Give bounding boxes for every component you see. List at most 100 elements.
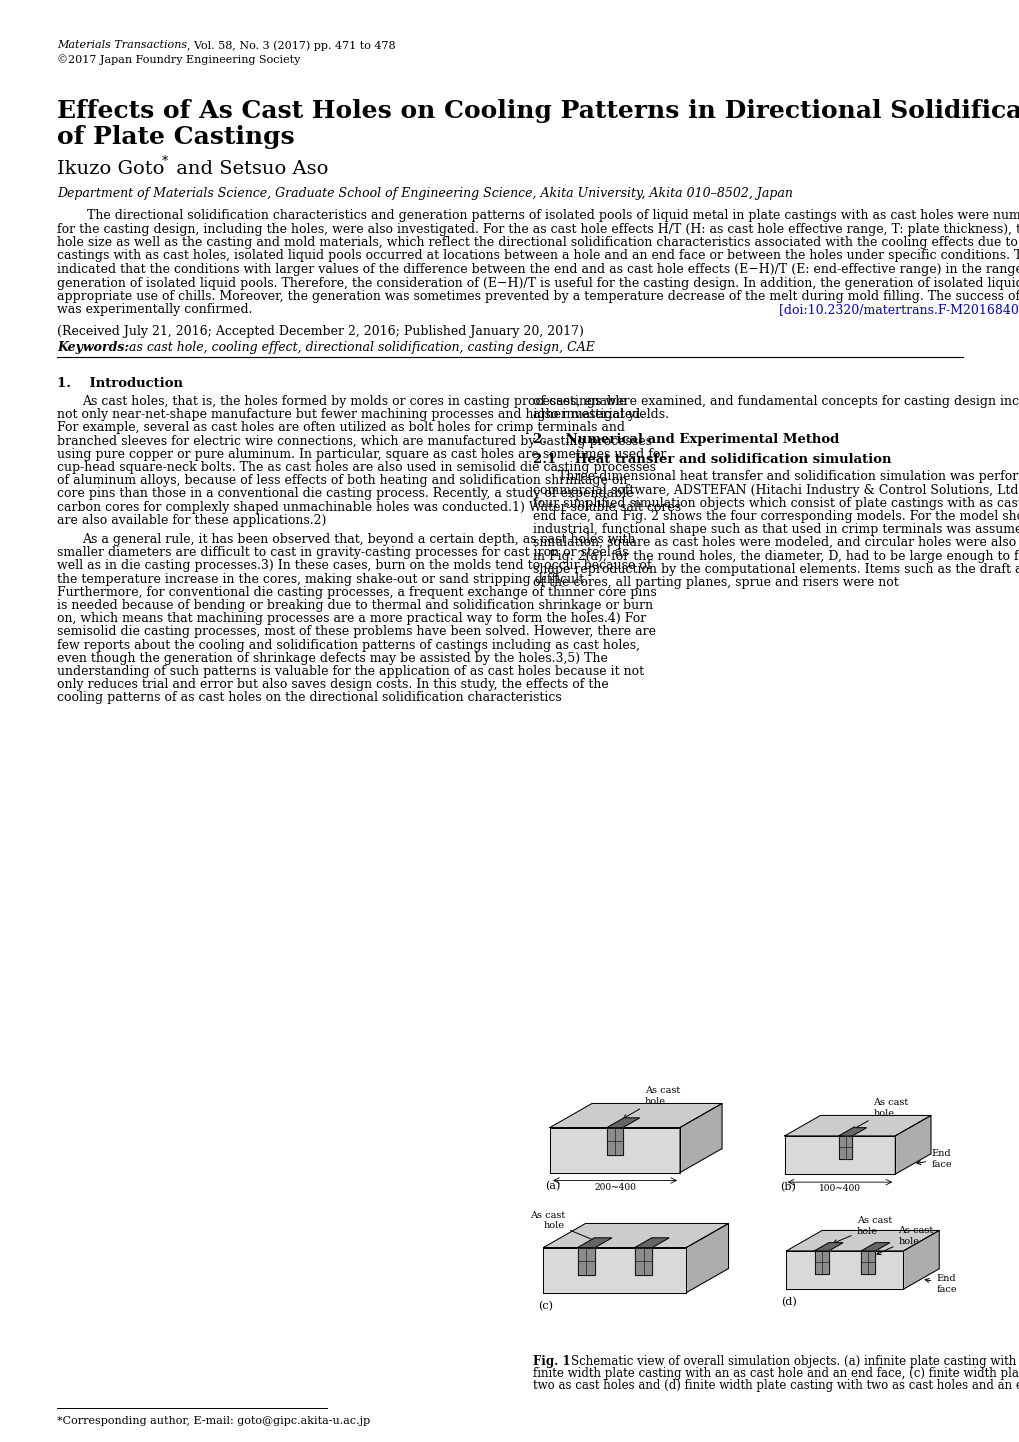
- Polygon shape: [786, 1230, 938, 1250]
- Text: of Plate Castings: of Plate Castings: [57, 125, 294, 149]
- Polygon shape: [543, 1247, 686, 1292]
- Text: on, which means that machining processes are a more practical way to form the ho: on, which means that machining processes…: [57, 613, 646, 626]
- Text: Schematic view of overall simulation objects. (a) infinite plate casting with an: Schematic view of overall simulation obj…: [571, 1355, 1019, 1368]
- Polygon shape: [903, 1230, 938, 1289]
- Text: finite width plate casting with an as cast hole and an end face, (c) finite widt: finite width plate casting with an as ca…: [533, 1367, 1019, 1380]
- Text: The directional solidification characteristics and generation patterns of isolat: The directional solidification character…: [87, 209, 1019, 222]
- Text: not only near-net-shape manufacture but fewer machining processes and higher mat: not only near-net-shape manufacture but …: [57, 408, 668, 421]
- Text: (d): (d): [781, 1298, 797, 1308]
- Polygon shape: [860, 1250, 874, 1273]
- Text: 2.1    Heat transfer and solidification simulation: 2.1 Heat transfer and solidification sim…: [533, 453, 891, 466]
- Polygon shape: [838, 1136, 851, 1159]
- Text: , Vol. 58, No. 3 (2017) pp. 471 to 478: , Vol. 58, No. 3 (2017) pp. 471 to 478: [186, 40, 395, 50]
- Text: As cast
hole: As cast hole: [851, 1099, 908, 1131]
- Polygon shape: [577, 1247, 594, 1275]
- Text: Three-dimensional heat transfer and solidification simulation was performed with: Three-dimensional heat transfer and soli…: [557, 470, 1019, 483]
- Polygon shape: [606, 1118, 639, 1128]
- Text: *Corresponding author, E-mail: goto@gipc.akita-u.ac.jp: *Corresponding author, E-mail: goto@gipc…: [57, 1416, 370, 1426]
- Polygon shape: [786, 1250, 903, 1289]
- Polygon shape: [543, 1223, 728, 1247]
- Text: only reduces trial and error but also saves design costs. In this study, the eff: only reduces trial and error but also sa…: [57, 678, 608, 691]
- Polygon shape: [814, 1250, 827, 1273]
- Text: carbon cores for complexly shaped unmachinable holes was conducted.1) Water-solu: carbon cores for complexly shaped unmach…: [57, 500, 681, 513]
- Text: cooling patterns of as cast holes on the directional solidification characterist: cooling patterns of as cast holes on the…: [57, 691, 561, 704]
- Text: 1.    Introduction: 1. Introduction: [57, 376, 182, 389]
- Text: is needed because of bending or breaking due to thermal and solidification shrin: is needed because of bending or breaking…: [57, 598, 652, 611]
- Text: of aluminum alloys, because of less effects of both heating and solidification s: of aluminum alloys, because of less effe…: [57, 474, 627, 487]
- Text: even though the generation of shrinkage defects may be assisted by the holes.3,5: even though the generation of shrinkage …: [57, 652, 607, 665]
- Polygon shape: [680, 1103, 721, 1172]
- Text: (b): (b): [779, 1182, 795, 1193]
- Text: *: *: [162, 154, 168, 169]
- Text: cup-head square-neck bolts. The as cast holes are also used in semisolid die cas: cup-head square-neck bolts. The as cast …: [57, 461, 655, 474]
- Text: appropriate use of chills. Moreover, the generation was sometimes prevented by a: appropriate use of chills. Moreover, the…: [57, 290, 1019, 303]
- Text: Department of Materials Science, Graduate School of Engineering Science, Akita U: Department of Materials Science, Graduat…: [57, 187, 792, 200]
- Text: 200~400: 200~400: [593, 1182, 635, 1191]
- Text: As cast holes, that is, the holes formed by molds or cores in casting processes,: As cast holes, that is, the holes formed…: [82, 395, 626, 408]
- Text: understanding of such patterns is valuable for the application of as cast holes : understanding of such patterns is valuab…: [57, 665, 643, 678]
- Text: core pins than those in a conventional die casting process. Recently, a study of: core pins than those in a conventional d…: [57, 487, 633, 500]
- Text: semisolid die casting processes, most of these problems have been solved. Howeve: semisolid die casting processes, most of…: [57, 626, 655, 639]
- Text: As cast
hole: As cast hole: [623, 1086, 680, 1119]
- Polygon shape: [784, 1136, 895, 1174]
- Text: castings with as cast holes, isolated liquid pools occurred at locations between: castings with as cast holes, isolated li…: [57, 249, 1019, 262]
- Text: As cast
hole: As cast hole: [833, 1216, 891, 1243]
- Polygon shape: [860, 1243, 889, 1250]
- Polygon shape: [606, 1128, 623, 1155]
- Text: two as cast holes and (d) finite width plate casting with two as cast holes and : two as cast holes and (d) finite width p…: [533, 1379, 1019, 1392]
- Text: was experimentally confirmed.: was experimentally confirmed.: [57, 303, 253, 316]
- Polygon shape: [549, 1103, 721, 1128]
- Text: (Received July 21, 2016; Accepted December 2, 2016; Published January 20, 2017): (Received July 21, 2016; Accepted Decemb…: [57, 324, 583, 337]
- Text: shape reproduction by the computational elements. Items such as the draft angle,: shape reproduction by the computational …: [533, 562, 1019, 575]
- Text: four simplified simulation objects which consist of plate castings with as cast : four simplified simulation objects which…: [533, 497, 1019, 510]
- Text: also investigated.: also investigated.: [533, 408, 644, 421]
- Text: commercial software, ADSTEFAN (Hitachi Industry & Control Solutions, Ltd.). Figu: commercial software, ADSTEFAN (Hitachi I…: [533, 483, 1019, 496]
- Text: Materials Transactions: Materials Transactions: [57, 40, 186, 50]
- Text: in Fig. 2(a); for the round holes, the diameter, D, had to be large enough to fa: in Fig. 2(a); for the round holes, the d…: [533, 549, 1019, 562]
- Text: branched sleeves for electric wire connections, which are manufactured by castin: branched sleeves for electric wire conne…: [57, 434, 651, 447]
- Text: end face, and Fig. 2 shows the four corresponding models. For the model shown in: end face, and Fig. 2 shows the four corr…: [533, 510, 1019, 523]
- Polygon shape: [635, 1237, 668, 1247]
- Text: (c): (c): [538, 1301, 553, 1311]
- Text: Keywords:: Keywords:: [57, 340, 128, 353]
- Text: Ikuzo Goto: Ikuzo Goto: [57, 160, 164, 177]
- Text: hole size as well as the casting and mold materials, which reflect the direction: hole size as well as the casting and mol…: [57, 236, 1019, 249]
- Text: indicated that the conditions with larger values of the difference between the e: indicated that the conditions with large…: [57, 262, 1019, 275]
- Text: As cast
hole: As cast hole: [876, 1227, 932, 1255]
- Text: well as in die casting processes.3) In these cases, burn on the molds tend to oc: well as in die casting processes.3) In t…: [57, 559, 651, 572]
- Text: and Setsuo Aso: and Setsuo Aso: [170, 160, 328, 177]
- Text: few reports about the cooling and solidification patterns of castings including : few reports about the cooling and solidi…: [57, 639, 639, 652]
- Text: As cast
hole: As cast hole: [529, 1211, 596, 1242]
- Text: of the cores, all parting planes, sprue and risers were not: of the cores, all parting planes, sprue …: [533, 575, 898, 588]
- Text: End
face: End face: [924, 1275, 956, 1293]
- Text: for the casting design, including the holes, were also investigated. For the as : for the casting design, including the ho…: [57, 222, 1019, 235]
- Polygon shape: [784, 1116, 930, 1136]
- Polygon shape: [895, 1116, 930, 1174]
- Text: Fig. 1: Fig. 1: [533, 1355, 570, 1368]
- Polygon shape: [814, 1243, 842, 1250]
- Text: smaller diameters are difficult to cast in gravity-casting processes for cast ir: smaller diameters are difficult to cast …: [57, 547, 628, 559]
- Text: industrial, functional shape such as that used in crimp terminals was assumed. I: industrial, functional shape such as tha…: [533, 523, 1019, 536]
- Text: Effects of As Cast Holes on Cooling Patterns in Directional Solidification: Effects of As Cast Holes on Cooling Patt…: [57, 99, 1019, 123]
- Text: the temperature increase in the cores, making shake-out or sand stripping diffic: the temperature increase in the cores, m…: [57, 572, 587, 585]
- Polygon shape: [577, 1237, 611, 1247]
- Polygon shape: [635, 1247, 651, 1275]
- Text: 100~400: 100~400: [818, 1184, 860, 1193]
- Polygon shape: [838, 1128, 865, 1136]
- Text: End
face: End face: [916, 1149, 951, 1168]
- Text: 2.    Numerical and Experimental Method: 2. Numerical and Experimental Method: [533, 434, 839, 447]
- Text: Furthermore, for conventional die casting processes, a frequent exchange of thin: Furthermore, for conventional die castin…: [57, 585, 656, 598]
- Text: ©2017 Japan Foundry Engineering Society: ©2017 Japan Foundry Engineering Society: [57, 53, 300, 65]
- Text: using pure copper or pure aluminum. In particular, square as cast holes are some: using pure copper or pure aluminum. In p…: [57, 448, 665, 461]
- Text: as cast hole, cooling effect, directional solidification, casting design, CAE: as cast hole, cooling effect, directiona…: [117, 340, 594, 353]
- Text: For example, several as cast holes are often utilized as bolt holes for crimp te: For example, several as cast holes are o…: [57, 421, 625, 434]
- Text: are also available for these applications.2): are also available for these application…: [57, 513, 326, 526]
- Text: simulation, square as cast holes were modeled, and circular holes were also mode: simulation, square as cast holes were mo…: [533, 536, 1019, 549]
- Text: of castings were examined, and fundamental concepts for casting design including: of castings were examined, and fundament…: [533, 395, 1019, 408]
- Polygon shape: [549, 1128, 680, 1172]
- Polygon shape: [686, 1223, 728, 1292]
- Text: [doi:10.2320/matertrans.F-M2016840]: [doi:10.2320/matertrans.F-M2016840]: [762, 303, 1019, 316]
- Text: (a): (a): [544, 1181, 559, 1191]
- Text: As a general rule, it has been observed that, beyond a certain depth, as cast ho: As a general rule, it has been observed …: [82, 534, 635, 547]
- Text: generation of isolated liquid pools. Therefore, the consideration of (E−H)/T is : generation of isolated liquid pools. The…: [57, 277, 1019, 290]
